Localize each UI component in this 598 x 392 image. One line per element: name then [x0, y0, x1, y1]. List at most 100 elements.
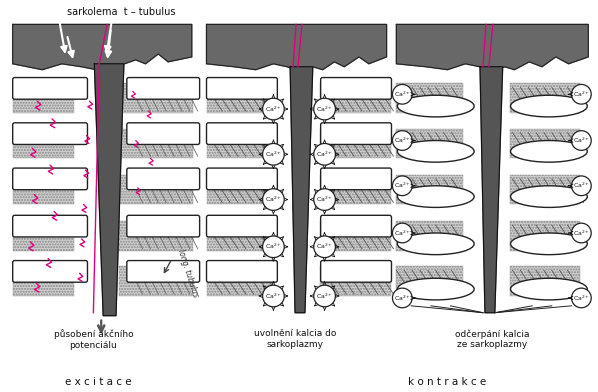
Circle shape [392, 176, 412, 196]
FancyBboxPatch shape [13, 78, 87, 99]
Text: uvolnění kalcia do
sarkoplazmy: uvolnění kalcia do sarkoplazmy [254, 329, 336, 349]
Circle shape [392, 288, 412, 308]
Bar [13, 267, 74, 296]
Bar [206, 129, 273, 158]
FancyBboxPatch shape [13, 215, 87, 237]
Text: odčerpání kalcia
ze sarkoplazmy: odčerpání kalcia ze sarkoplazmy [454, 329, 529, 349]
Polygon shape [13, 24, 192, 70]
Bar [119, 175, 193, 205]
Bar [396, 221, 463, 251]
Text: Ca$^{2+}$: Ca$^{2+}$ [316, 150, 333, 159]
Bar [119, 267, 193, 296]
Polygon shape [480, 67, 503, 313]
Bar [206, 83, 273, 113]
FancyBboxPatch shape [127, 261, 200, 282]
Bar [320, 221, 390, 251]
Bar [509, 221, 581, 251]
Bar [206, 83, 273, 113]
Bar [509, 267, 581, 296]
Circle shape [392, 131, 412, 151]
Bar [206, 267, 273, 296]
Text: Ca$^{2+}$: Ca$^{2+}$ [573, 293, 590, 303]
Text: Ca$^{2+}$: Ca$^{2+}$ [573, 90, 590, 99]
Circle shape [263, 98, 284, 120]
Ellipse shape [398, 233, 474, 255]
Bar [119, 267, 193, 296]
Text: Ca$^{2+}$: Ca$^{2+}$ [393, 90, 411, 99]
Ellipse shape [511, 278, 587, 300]
Circle shape [572, 131, 591, 151]
Polygon shape [94, 64, 124, 316]
Text: Ca$^{2+}$: Ca$^{2+}$ [316, 242, 333, 251]
Text: Ca$^{2+}$: Ca$^{2+}$ [393, 293, 411, 303]
Text: Ca$^{2+}$: Ca$^{2+}$ [265, 195, 282, 204]
Circle shape [263, 285, 284, 307]
FancyBboxPatch shape [127, 123, 200, 145]
Circle shape [392, 223, 412, 243]
Ellipse shape [511, 233, 587, 255]
Bar [396, 175, 463, 205]
Bar [396, 267, 463, 296]
Text: k o n t r a k c e: k o n t r a k c e [408, 377, 487, 387]
Polygon shape [206, 24, 386, 72]
Bar [119, 221, 193, 251]
Ellipse shape [398, 140, 474, 162]
Bar [509, 221, 581, 251]
Text: Ca$^{2+}$: Ca$^{2+}$ [573, 181, 590, 191]
Bar [119, 129, 193, 158]
Circle shape [572, 288, 591, 308]
FancyBboxPatch shape [127, 215, 200, 237]
Bar [206, 221, 273, 251]
Text: long. tubulus: long. tubulus [176, 248, 200, 298]
FancyBboxPatch shape [13, 261, 87, 282]
Circle shape [314, 285, 335, 307]
FancyBboxPatch shape [206, 215, 277, 237]
FancyBboxPatch shape [321, 168, 392, 190]
Bar [119, 83, 193, 113]
Text: Ca$^{2+}$: Ca$^{2+}$ [316, 291, 333, 301]
Text: Ca$^{2+}$: Ca$^{2+}$ [573, 136, 590, 145]
Bar [320, 129, 390, 158]
FancyBboxPatch shape [321, 261, 392, 282]
FancyBboxPatch shape [321, 78, 392, 99]
FancyBboxPatch shape [206, 168, 277, 190]
Bar [119, 175, 193, 205]
Text: Ca$^{2+}$: Ca$^{2+}$ [393, 229, 411, 238]
Bar [13, 221, 74, 251]
Bar [509, 267, 581, 296]
Circle shape [392, 84, 412, 104]
Bar [206, 221, 273, 251]
Circle shape [314, 98, 335, 120]
Bar [396, 129, 463, 158]
Bar [509, 175, 581, 205]
FancyBboxPatch shape [13, 123, 87, 145]
Circle shape [263, 236, 284, 258]
Bar [320, 83, 390, 113]
FancyBboxPatch shape [13, 168, 87, 190]
Text: Ca$^{2+}$: Ca$^{2+}$ [265, 104, 282, 114]
Text: Ca$^{2+}$: Ca$^{2+}$ [573, 229, 590, 238]
Bar [509, 129, 581, 158]
Polygon shape [396, 24, 588, 72]
Circle shape [263, 143, 284, 165]
Circle shape [314, 143, 335, 165]
Bar [206, 129, 273, 158]
Bar [320, 221, 390, 251]
Bar [119, 129, 193, 158]
Text: Ca$^{2+}$: Ca$^{2+}$ [316, 104, 333, 114]
Circle shape [572, 84, 591, 104]
Text: Ca$^{2+}$: Ca$^{2+}$ [265, 150, 282, 159]
Bar [13, 83, 74, 113]
Polygon shape [290, 67, 313, 313]
Bar [206, 267, 273, 296]
Bar [509, 175, 581, 205]
Bar [396, 221, 463, 251]
Circle shape [572, 176, 591, 196]
Bar [509, 129, 581, 158]
Bar [119, 221, 193, 251]
Bar [206, 175, 273, 205]
Text: Ca$^{2+}$: Ca$^{2+}$ [265, 242, 282, 251]
Bar [13, 83, 74, 113]
Bar [320, 175, 390, 205]
Bar [13, 129, 74, 158]
